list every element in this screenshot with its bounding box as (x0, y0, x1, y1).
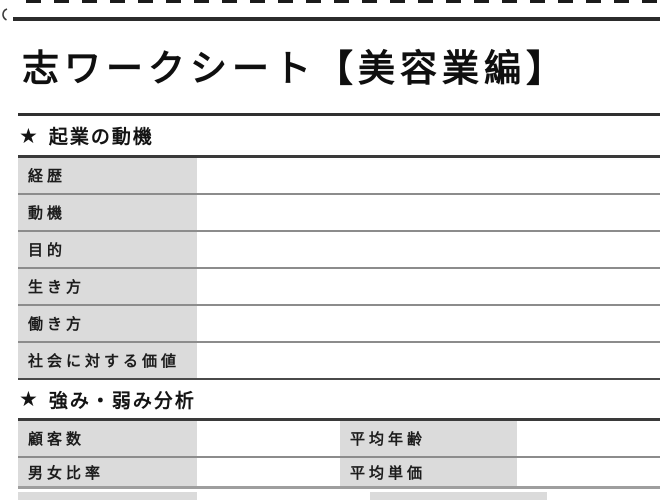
row-value-cell (197, 306, 660, 341)
page-title: 志ワークシート【美容業編】 (22, 47, 568, 90)
row-label-cell (370, 492, 547, 500)
row-label-cell: 経歴 (18, 158, 197, 193)
table-row-ikikata: 生き方 (18, 269, 660, 306)
table-row-douki: 動機 (18, 195, 660, 232)
row-label: 社会に対する価値 (28, 352, 181, 370)
row-value-cell (197, 492, 370, 500)
row-label-cell: 男女比率 (18, 458, 197, 486)
section-header-motivation: ★ 起業の動機 (18, 116, 660, 155)
table-row-keireki: 経歴 (18, 158, 660, 195)
row-label-cell: 動機 (18, 195, 197, 230)
star-icon: ★ (19, 387, 40, 411)
row-label: 平均年齢 (350, 430, 427, 448)
row-label-cell: 目的 (18, 232, 197, 267)
row-value-cell (197, 269, 660, 304)
row-value-cell (517, 458, 660, 486)
row-label-cell: 平均単価 (340, 458, 517, 486)
table-row-danjohiritsu-heikintanka: 男女比率 平均単価 (18, 458, 660, 489)
row-label-cell: 社会に対する価値 (18, 343, 197, 378)
table-row-kokyakusuu-heikinnenrei: 顧客数 平均年齢 (18, 421, 660, 458)
cropped-content-dashed-edge (26, 0, 660, 3)
row-value-cell (197, 458, 340, 486)
section-rule (18, 155, 660, 158)
section-title-analysis: 強み・弱み分析 (48, 389, 196, 412)
table-row-cropped (18, 492, 660, 500)
row-gap (18, 489, 660, 492)
title-rule-top (13, 17, 660, 21)
row-label: 目的 (28, 241, 67, 259)
row-label-cell: 平均年齢 (340, 421, 517, 456)
row-label: 生き方 (28, 278, 86, 296)
row-value-cell (197, 421, 340, 456)
section-rule (18, 418, 660, 421)
row-label: 男女比率 (28, 463, 105, 482)
row-label-cell: 生き方 (18, 269, 197, 304)
scan-artifact (0, 6, 9, 21)
table-row-shakai-kachi: 社会に対する価値 (18, 343, 660, 378)
row-label-cell: 働き方 (18, 306, 197, 341)
table-row-mokuteki: 目的 (18, 232, 660, 269)
row-label: 働き方 (28, 315, 86, 333)
row-label: 経歴 (28, 167, 67, 185)
row-value-cell (197, 343, 660, 378)
row-value-cell (197, 195, 660, 230)
row-label-cell: 顧客数 (18, 421, 197, 456)
section-rule (18, 378, 660, 380)
row-label: 顧客数 (28, 430, 86, 448)
section-header-analysis: ★ 強み・弱み分析 (18, 380, 660, 418)
row-value-cell (197, 158, 660, 193)
table-row-hatarakikata: 働き方 (18, 306, 660, 343)
star-icon: ★ (19, 123, 40, 148)
row-value-cell (547, 492, 660, 500)
row-value-cell (197, 232, 660, 267)
section-title-motivation: 起業の動機 (48, 126, 154, 148)
row-label: 平均単価 (350, 463, 427, 482)
worksheet-table: ★ 起業の動機 経歴 動機 目的 生き方 働き方 社会に対する価値 (18, 113, 660, 500)
row-label-cell (18, 492, 197, 500)
section-rule (18, 113, 660, 116)
row-value-cell (517, 421, 660, 456)
row-label: 動機 (28, 204, 67, 222)
